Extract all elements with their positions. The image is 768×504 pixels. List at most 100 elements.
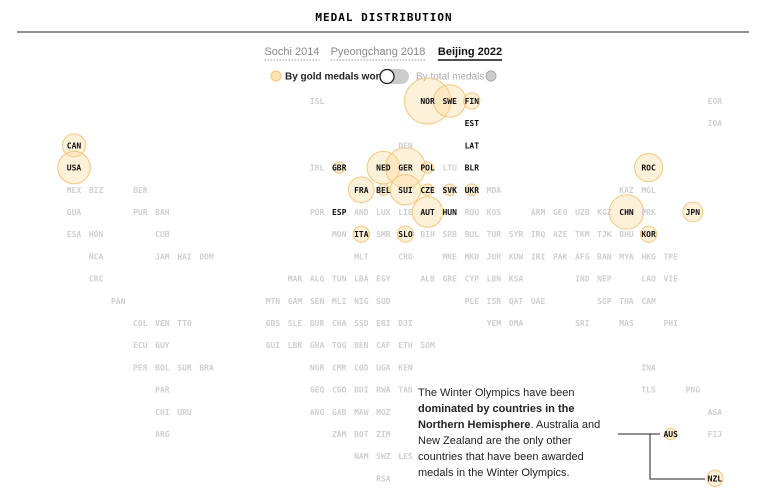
country-code: GUI xyxy=(266,341,281,350)
country-code: GAM xyxy=(288,297,303,306)
country-code: PLE xyxy=(465,297,480,306)
country-code: TUR xyxy=(487,230,502,239)
country-code: PRK xyxy=(641,208,656,217)
medal-circle xyxy=(347,176,375,204)
country-code: MDA xyxy=(487,186,502,195)
country-code: DOM xyxy=(199,252,214,261)
country-code: NGR xyxy=(310,363,325,372)
medal-circle xyxy=(634,153,664,183)
country-code: AUS xyxy=(663,430,678,439)
country-code: GAB xyxy=(332,408,347,417)
country-code: POR xyxy=(310,208,325,217)
country-code: CGO xyxy=(332,386,347,395)
country-code: ESA xyxy=(67,230,82,239)
country-code: BOT xyxy=(354,430,369,439)
country-code: EST xyxy=(465,119,480,128)
country-code: HUN xyxy=(442,208,457,217)
country-code: SWE xyxy=(442,97,457,106)
country-code: TJK xyxy=(597,230,612,239)
country-code: BRA xyxy=(199,363,214,372)
country-code: UAE xyxy=(531,297,546,306)
country-code: ARM xyxy=(531,208,546,217)
country-code: TTO xyxy=(177,319,192,328)
country-code: PUR xyxy=(133,208,148,217)
country-code: HON xyxy=(89,230,104,239)
country-code: LAT xyxy=(465,141,480,150)
country-code: RSA xyxy=(376,474,391,483)
medal-circle xyxy=(443,183,456,197)
country-code: CAF xyxy=(376,341,391,350)
country-code: KAZ xyxy=(619,186,634,195)
country-code: GBS xyxy=(266,319,281,328)
country-code: GUY xyxy=(155,341,170,350)
medal-circle xyxy=(385,147,426,189)
country-code: AUT xyxy=(420,208,435,217)
country-code: TAN xyxy=(398,386,413,395)
medal-circle xyxy=(57,150,91,185)
country-code: ITA xyxy=(354,230,369,239)
country-code: PAR xyxy=(155,386,170,395)
toggle-off-label[interactable]: By total medals xyxy=(416,72,484,83)
country-code: CAN xyxy=(67,141,82,150)
country-code: BDI xyxy=(354,386,369,395)
country-code: MGL xyxy=(641,186,656,195)
country-code: PNG xyxy=(686,386,701,395)
country-code: DEN xyxy=(398,141,413,150)
annotation-bold: dominated by countries in the Northern H… xyxy=(418,403,575,431)
country-code: MAS xyxy=(619,319,634,328)
country-code: MLI xyxy=(332,297,347,306)
country-code: BIH xyxy=(420,230,435,239)
country-code: PHI xyxy=(663,319,678,328)
country-code: ECU xyxy=(133,341,148,350)
country-code: BAN xyxy=(597,252,612,261)
medal-circle xyxy=(62,133,86,158)
toggle-knob[interactable] xyxy=(379,68,395,85)
country-code: BUL xyxy=(465,230,480,239)
tab[interactable]: Pyeongchang 2018 xyxy=(331,46,426,58)
country-code: NEP xyxy=(597,275,612,284)
country-code: QAT xyxy=(509,297,524,306)
country-code: ROU xyxy=(465,208,480,217)
medal-circle xyxy=(377,183,390,197)
country-code: ROC xyxy=(641,164,656,173)
country-code: PAK xyxy=(553,252,568,261)
country-code: TLS xyxy=(641,386,656,395)
medal-circle xyxy=(396,225,415,243)
country-code: SLO xyxy=(398,230,413,239)
title: MEDAL DISTRIBUTION xyxy=(315,11,452,24)
country-code: LTU xyxy=(442,164,457,173)
country-code: GHA xyxy=(310,341,325,350)
country-code: NZL xyxy=(708,474,723,483)
country-code: BAH xyxy=(155,208,170,217)
country-code: GEO xyxy=(553,208,568,217)
country-code: ZIM xyxy=(376,430,391,439)
country-code: CYP xyxy=(465,275,480,284)
country-code: BEL xyxy=(376,186,391,195)
country-code: TOG xyxy=(332,341,347,350)
medal-circle xyxy=(664,427,677,441)
country-code: VIE xyxy=(663,275,678,284)
country-code: LAO xyxy=(641,275,656,284)
country-code: ETH xyxy=(398,341,413,350)
country-code: CRC xyxy=(89,275,104,284)
country-code: LBA xyxy=(354,275,369,284)
country-code: PER xyxy=(133,363,148,372)
country-code: FIJ xyxy=(708,430,722,439)
tab[interactable]: Beijing 2022 xyxy=(438,46,502,58)
tab[interactable]: Sochi 2014 xyxy=(264,46,319,58)
country-code: SEN xyxy=(310,297,325,306)
country-code: CHA xyxy=(332,319,347,328)
country-code: KEN xyxy=(398,363,413,372)
country-code: ESP xyxy=(332,208,347,217)
country-code: CZE xyxy=(420,186,435,195)
country-code: SUI xyxy=(398,186,413,195)
country-code: MNE xyxy=(442,252,457,261)
gold-dot xyxy=(270,70,282,82)
country-code: SUR xyxy=(177,363,192,372)
annotation-text: The Winter Olympics have been xyxy=(418,387,575,399)
country-code: DJI xyxy=(398,319,413,328)
medal-circle xyxy=(608,194,645,230)
country-code: NAM xyxy=(354,452,369,461)
toggle-on-label[interactable]: By gold medals won xyxy=(285,72,382,83)
country-code: JAM xyxy=(155,252,170,261)
